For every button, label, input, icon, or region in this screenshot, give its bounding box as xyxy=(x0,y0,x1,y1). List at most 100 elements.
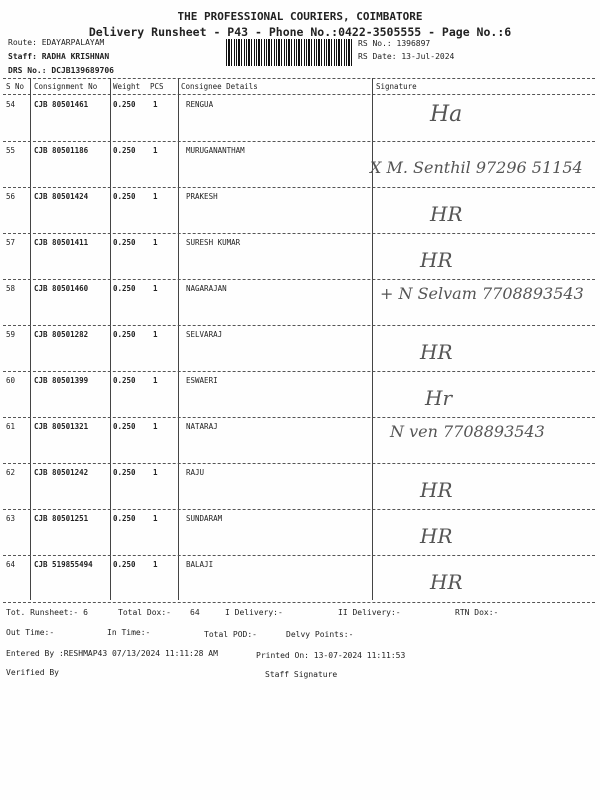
row-weight: 0.250 xyxy=(113,146,136,155)
row-consignee: ESWAERI xyxy=(186,376,218,385)
col-weight: Weight xyxy=(113,82,141,91)
row-consignee: NAGARAJAN xyxy=(186,284,227,293)
entered-by: Entered By :RESHMAP43 07/13/2024 11:11:2… xyxy=(6,649,218,658)
row-pcs: 1 xyxy=(153,146,158,155)
col-consignment: Consignment No xyxy=(34,82,98,91)
row-consignee: BALAJI xyxy=(186,560,214,569)
row-sno: 58 xyxy=(6,284,16,293)
row-pcs: 1 xyxy=(153,422,158,431)
row-pcs: 1 xyxy=(153,330,158,339)
row-pcs: 1 xyxy=(153,284,158,293)
row-divider xyxy=(3,279,595,280)
row-pcs: 1 xyxy=(153,238,158,247)
row-divider xyxy=(3,325,595,326)
handwritten-signature: Hr xyxy=(425,386,453,410)
row-consignee: SELVARAJ xyxy=(186,330,223,339)
row-weight: 0.250 xyxy=(113,238,136,247)
rs-date: RS Date: 13-Jul-2024 xyxy=(358,52,455,61)
handwritten-signature: HR xyxy=(430,570,463,594)
col-sno: S No xyxy=(6,82,25,91)
handwritten-signature: HR xyxy=(420,478,453,502)
row-sno: 61 xyxy=(6,422,16,431)
row-weight: 0.250 xyxy=(113,468,136,477)
column-line xyxy=(110,78,111,600)
row-consignee: MURUGANANTHAM xyxy=(186,146,245,155)
delvy-points: Delvy Points:- xyxy=(286,630,354,639)
table-row: 59 CJB 80501282 0.250 1 SELVARAJ HR xyxy=(0,326,600,372)
row-pcs: 1 xyxy=(153,192,158,201)
handwritten-signature: HR xyxy=(420,524,453,548)
handwritten-signature: X M. Senthil 97296 51154 xyxy=(370,158,583,177)
row-sno: 57 xyxy=(6,238,16,247)
divider xyxy=(3,602,595,603)
row-consignee: NATARAJ xyxy=(186,422,218,431)
row-consignment-no: CJB 519855494 xyxy=(34,560,93,569)
staff: Staff: RADHA KRISHNAN xyxy=(8,52,110,61)
table-row: 58 CJB 80501460 0.250 1 NAGARAJAN + N Selvam … xyxy=(0,280,600,326)
row-consignment-no: CJB 80501251 xyxy=(34,514,89,523)
row-divider xyxy=(3,141,595,142)
column-line xyxy=(372,78,373,600)
row-consignment-no: CJB 80501399 xyxy=(34,376,89,385)
total-dox-value: 64 xyxy=(190,608,200,617)
total-dox-label: Total Dox:- xyxy=(118,608,171,617)
row-consignment-no: CJB 80501411 xyxy=(34,238,89,247)
row-consignment-no: CJB 80501282 xyxy=(34,330,89,339)
col-consignee: Consignee Details xyxy=(181,82,258,91)
row-sno: 56 xyxy=(6,192,16,201)
table-row: 57 CJB 80501411 0.250 1 SURESH KUMAR HR xyxy=(0,234,600,280)
in-time: In Time:- xyxy=(107,628,151,637)
handwritten-signature: + N Selvam 7708893543 xyxy=(380,284,584,303)
tot-runsheet: Tot. Runsheet:- 6 xyxy=(6,608,88,617)
out-time: Out Time:- xyxy=(6,628,55,637)
divider xyxy=(3,94,595,95)
company-title: THE PROFESSIONAL COURIERS, COIMBATORE xyxy=(177,10,423,23)
row-divider xyxy=(3,371,595,372)
table-row: 56 CJB 80501424 0.250 1 PRAKESH HR xyxy=(0,188,600,234)
printed-on: Printed On: 13-07-2024 11:11:53 xyxy=(256,651,406,660)
table-row: 61 CJB 80501321 0.250 1 NATARAJ N ven 7708893… xyxy=(0,418,600,464)
table-row: 63 CJB 80501251 0.250 1 SUNDARAM HR xyxy=(0,510,600,556)
i-delivery: I Delivery:- xyxy=(225,608,283,617)
row-consignee: RENGUA xyxy=(186,100,214,109)
row-weight: 0.250 xyxy=(113,422,136,431)
row-consignment-no: CJB 80501461 xyxy=(34,100,89,109)
row-divider xyxy=(3,463,595,464)
total-pod: Total POD:- xyxy=(204,630,257,639)
row-weight: 0.250 xyxy=(113,100,136,109)
row-consignee: RAJU xyxy=(186,468,205,477)
table-row: 55 CJB 80501186 0.250 1 MURUGANANTHAM X M. Se… xyxy=(0,142,600,188)
row-divider xyxy=(3,187,595,188)
row-divider xyxy=(3,555,595,556)
row-consignment-no: CJB 80501186 xyxy=(34,146,89,155)
divider xyxy=(3,78,595,79)
row-consignment-no: CJB 80501321 xyxy=(34,422,89,431)
row-weight: 0.250 xyxy=(113,284,136,293)
row-pcs: 1 xyxy=(153,514,158,523)
row-weight: 0.250 xyxy=(113,376,136,385)
row-pcs: 1 xyxy=(153,468,158,477)
row-weight: 0.250 xyxy=(113,514,136,523)
row-consignment-no: CJB 80501242 xyxy=(34,468,89,477)
barcode xyxy=(226,39,352,66)
staff-signature: Staff Signature xyxy=(265,670,338,679)
column-line xyxy=(178,78,179,600)
row-sno: 64 xyxy=(6,560,16,569)
runsheet-subtitle: Delivery Runsheet - P43 - Phone No.:0422… xyxy=(88,25,512,39)
handwritten-signature: HR xyxy=(420,248,453,272)
table-row: 64 CJB 519855494 0.250 1 BALAJI HR xyxy=(0,556,600,602)
ii-delivery: II Delivery:- xyxy=(338,608,401,617)
rtn-dox: RTN Dox:- xyxy=(455,608,499,617)
table-row: 60 CJB 80501399 0.250 1 ESWAERI Hr xyxy=(0,372,600,418)
column-line xyxy=(30,78,31,600)
row-weight: 0.250 xyxy=(113,192,136,201)
table-row: 62 CJB 80501242 0.250 1 RAJU HR xyxy=(0,464,600,510)
row-consignee: PRAKESH xyxy=(186,192,218,201)
drs-number: DRS No.: DCJB139689706 xyxy=(8,66,114,75)
row-consignment-no: CJB 80501460 xyxy=(34,284,89,293)
handwritten-signature: HR xyxy=(420,340,453,364)
col-pcs: PCS xyxy=(150,82,164,91)
row-sno: 59 xyxy=(6,330,16,339)
row-pcs: 1 xyxy=(153,100,158,109)
